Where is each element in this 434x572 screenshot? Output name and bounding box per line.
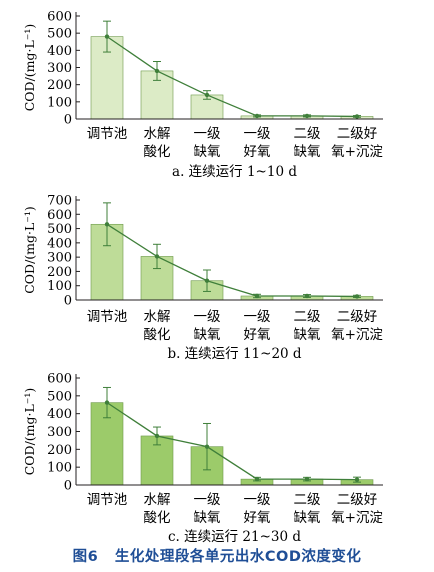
y-tick-label: 300 [47, 425, 72, 440]
panel-caption: a. 连续运行 1~10 d [172, 164, 297, 180]
data-point [204, 278, 210, 283]
x-tick-label: 水解 [144, 126, 171, 142]
data-point [154, 68, 160, 74]
data-point [254, 293, 260, 299]
y-tick-label: 200 [47, 265, 72, 280]
y-tick-label: 200 [47, 443, 72, 458]
panel-caption: b. 连续运行 11~20 d [167, 346, 301, 362]
y-tick-label: 600 [47, 10, 72, 25]
data-point [104, 400, 110, 405]
y-tick-label: 0 [64, 294, 72, 309]
x-tick-label: 调节池 [87, 309, 128, 325]
x-tick-label: 调节池 [87, 126, 128, 142]
data-point [154, 254, 160, 259]
y-tick-label: 400 [47, 407, 72, 422]
x-tick-label: 好氧 [244, 144, 271, 160]
x-tick-label: 缺氧 [194, 144, 221, 160]
x-tick-label: 酸化 [144, 144, 171, 160]
data-point [254, 476, 260, 482]
x-tick-label: 氧+沉淀 [331, 327, 383, 343]
y-tick-label: 0 [64, 479, 72, 494]
figure-number: 图6 [72, 549, 99, 565]
y-tick-label: 100 [47, 279, 72, 294]
data-point [254, 113, 260, 119]
panel-caption: c. 连续运行 21~30 d [168, 529, 301, 545]
figure-title: 生化处理段各单元出水COD浓度变化 [114, 549, 362, 565]
x-tick-label: 一级 [244, 492, 271, 508]
x-tick-label: 一级 [244, 309, 271, 325]
y-axis-title: COD/(mg·L⁻¹) [22, 24, 37, 112]
x-tick-label: 缺氧 [294, 144, 321, 160]
y-tick-label: 400 [47, 44, 72, 59]
x-tick-label: 二级 [294, 126, 321, 142]
x-tick-label: 缺氧 [194, 510, 221, 526]
y-tick-label: 100 [47, 95, 72, 110]
y-tick-label: 700 [47, 194, 72, 209]
series-line [106, 223, 358, 298]
x-tick-label: 氧+沉淀 [331, 144, 383, 160]
data-point [354, 477, 360, 482]
data-point [354, 294, 360, 299]
y-tick-label: 400 [47, 236, 72, 251]
y-tick-label: 500 [47, 389, 72, 404]
series-line [106, 36, 358, 118]
data-point [304, 476, 310, 482]
x-tick-label: 酸化 [144, 327, 171, 343]
data-point [304, 113, 310, 119]
x-tick-label: 二级好 [337, 309, 378, 325]
x-tick-label: 二级好 [337, 492, 378, 508]
y-tick-label: 100 [47, 461, 72, 476]
y-tick-label: 300 [47, 61, 72, 76]
x-tick-label: 好氧 [244, 510, 271, 526]
data-point [304, 293, 310, 299]
y-tick-label: 500 [47, 222, 72, 237]
x-tick-label: 缺氧 [194, 327, 221, 343]
data-point [104, 34, 110, 39]
x-tick-label: 二级 [294, 492, 321, 508]
x-tick-label: 缺氧 [294, 327, 321, 343]
x-tick-label: 水解 [144, 492, 171, 508]
x-tick-label: 一级 [194, 309, 221, 325]
y-tick-label: 200 [47, 78, 72, 93]
x-tick-label: 好氧 [244, 327, 271, 343]
data-point [104, 222, 110, 227]
x-tick-label: 一级 [194, 126, 221, 142]
x-tick-label: 调节池 [87, 492, 128, 508]
y-tick-label: 600 [47, 372, 72, 387]
x-tick-label: 二级好 [337, 126, 378, 142]
x-tick-label: 氧+沉淀 [331, 510, 383, 526]
data-point [204, 92, 210, 98]
x-tick-label: 酸化 [144, 510, 171, 526]
y-axis-title: COD/(mg·L⁻¹) [22, 206, 37, 294]
data-point [204, 444, 210, 449]
x-tick-label: 一级 [194, 492, 221, 508]
x-tick-label: 一级 [244, 126, 271, 142]
x-tick-label: 二级 [294, 309, 321, 325]
x-tick-label: 缺氧 [294, 510, 321, 526]
y-tick-label: 0 [64, 113, 72, 128]
figure-caption: 图6 生化处理段各单元出水COD浓度变化 [0, 545, 434, 566]
data-point [154, 433, 160, 439]
y-tick-label: 500 [47, 27, 72, 42]
y-tick-label: 300 [47, 251, 72, 266]
y-tick-label: 600 [47, 208, 72, 223]
y-axis-title: COD/(mg·L⁻¹) [22, 388, 37, 476]
data-point [354, 114, 360, 119]
x-tick-label: 水解 [144, 309, 171, 325]
series-line [106, 402, 358, 481]
